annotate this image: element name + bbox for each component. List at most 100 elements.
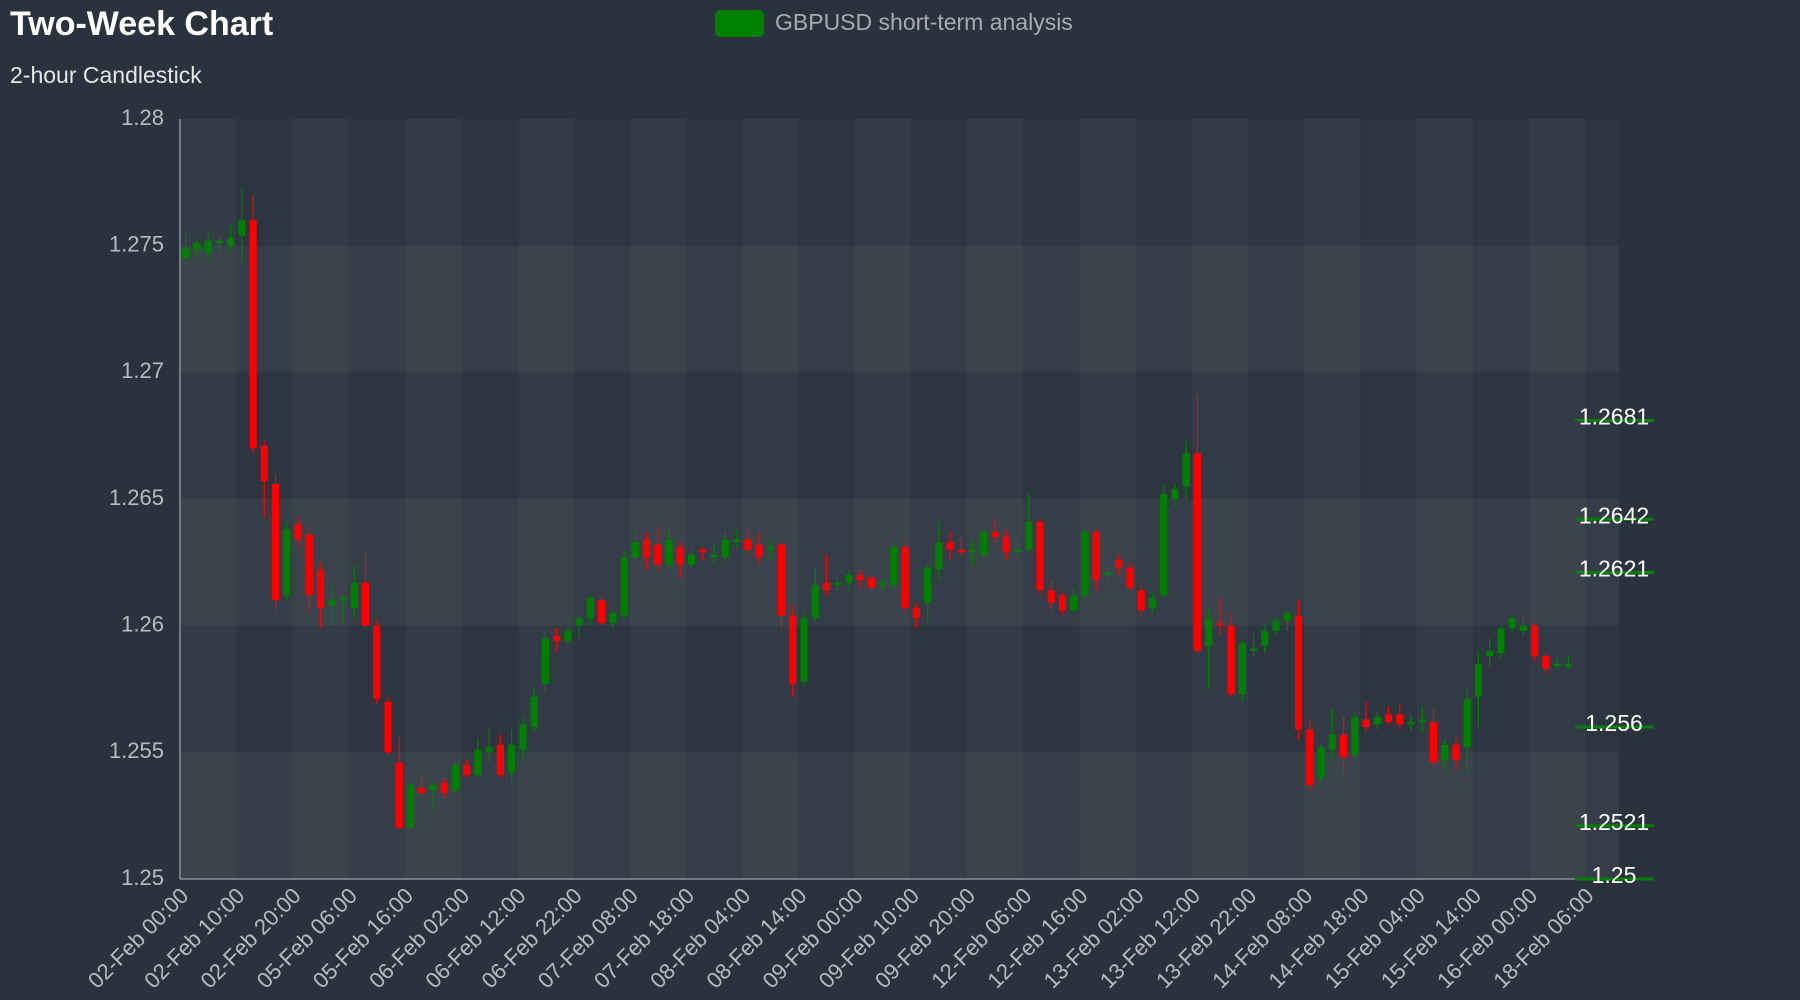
candle-body [1193,453,1202,651]
candle-body [1238,643,1246,695]
candle-body [541,638,549,684]
candle-body [980,531,988,555]
candle-body [586,597,594,619]
level-label: 1.256 [1585,710,1643,736]
candle-body [496,744,504,776]
candle-body [1036,521,1044,591]
candle-body [654,544,662,565]
candle-body [395,762,403,829]
candle-body [1396,714,1404,725]
candle-body [440,782,448,793]
level-label: 1.2521 [1579,809,1649,835]
candle-body [946,542,954,550]
candle-body [1474,663,1483,697]
candle-body [553,635,561,641]
candle-body [777,544,786,616]
candle-body [1542,656,1550,669]
candle-body [474,749,482,776]
candle-body [924,567,932,603]
candle-body [789,615,797,684]
candle-body [1126,567,1134,588]
candle-body [1216,623,1224,626]
candle-body [856,575,864,581]
candle-body [1429,721,1438,763]
candle-body [361,582,370,626]
candle-body [1025,521,1033,550]
candle-body [508,744,516,773]
candle-body [1047,590,1055,603]
candle-body [485,747,493,753]
y-tick-label: 1.25 [121,865,164,890]
candle-body [1227,625,1235,695]
legend-label: GBPUSD short-term analysis [775,9,1073,35]
candle-body [226,238,235,246]
candle-body [1160,493,1168,596]
candle-body [1463,699,1471,748]
candle-body [1351,716,1359,755]
candle-body [260,445,268,482]
candle-body [373,625,381,700]
candle-body [575,618,583,626]
candle-body [1553,663,1561,667]
level-label: 1.2621 [1579,556,1649,582]
candle-body [1328,734,1336,750]
candle-body [1070,595,1078,611]
candle-body [350,582,358,608]
candle-body [1137,590,1145,611]
candle-body [744,539,752,550]
candle-body [968,549,977,553]
candle-body [755,544,763,558]
candle-body [204,240,212,254]
y-tick-label: 1.255 [109,738,164,763]
candle-body [1092,531,1100,581]
candle-body [710,554,718,558]
candle-body [1418,719,1426,722]
candle-body [845,575,853,583]
candle-body [867,577,875,588]
candle-body [406,785,415,829]
candle-body [1013,549,1022,553]
candle-body [283,529,291,596]
candle-body [271,483,280,601]
candle-body [305,534,313,596]
candle-body [1250,648,1258,651]
candle-body [418,787,426,793]
candle-body [463,765,471,776]
candle-body [1373,716,1381,725]
candle-body [642,539,651,558]
candle-body [1564,663,1573,667]
level-label: 1.25 [1592,862,1637,888]
candle-body [1441,744,1449,760]
candle-body [665,539,673,565]
candle-body [1362,719,1370,727]
candle-body [935,542,943,570]
candle-body [1261,630,1269,646]
candle-body [631,542,639,558]
candle-body [1384,714,1393,722]
candle-body [890,547,898,586]
candle-body [249,220,257,449]
candle-body [1497,628,1505,654]
candle-body [1283,613,1291,621]
candle-body [732,539,741,543]
candle-body [339,597,347,601]
candle-body [1058,595,1067,611]
candle-body [1306,729,1314,786]
candle-body [530,696,538,727]
candle-body [699,549,707,553]
candle-body [822,582,831,591]
candle-body [766,547,774,550]
candle-body [1407,721,1415,725]
candle-body [519,724,527,750]
candle-body [879,582,887,586]
candle-body [294,524,302,540]
candle-body [957,549,965,553]
candle-body [328,600,336,606]
candle-body [1295,615,1303,730]
candle-body [451,765,460,791]
candle-body [1002,537,1010,553]
chart-title: Two-Week Chart [10,5,273,43]
candle-body [429,785,437,791]
candle-body [1272,620,1280,631]
